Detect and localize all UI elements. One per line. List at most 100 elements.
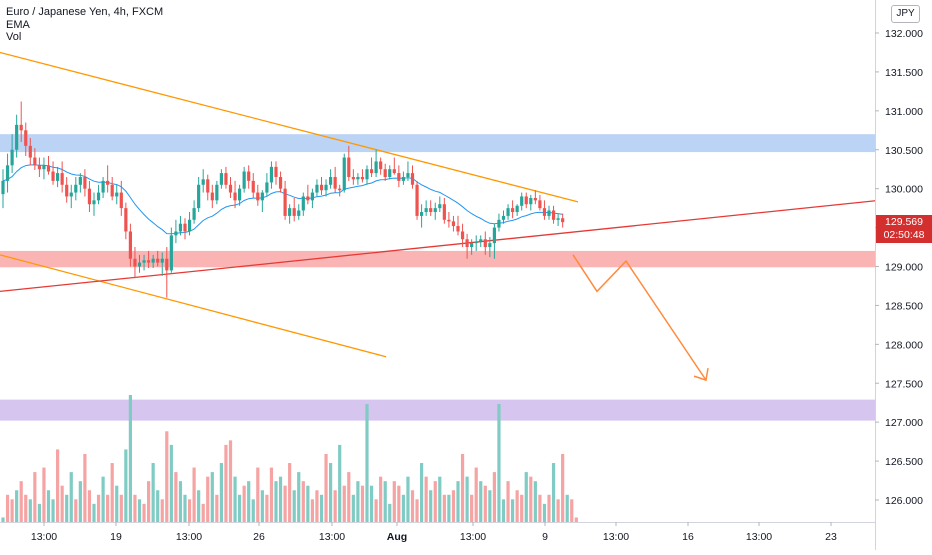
candle-body	[33, 157, 37, 166]
candle-body	[520, 196, 524, 206]
volume-bar	[169, 444, 173, 522]
volume-bar	[488, 490, 492, 522]
volume-bar	[360, 485, 365, 522]
volume-bar	[438, 476, 442, 522]
currency-button[interactable]: JPY	[891, 5, 920, 23]
candle-body	[115, 192, 119, 197]
volume-bar	[460, 453, 465, 522]
volume-bar	[206, 476, 210, 522]
volume-bar	[51, 499, 55, 522]
volume-bar	[215, 494, 219, 522]
volume-bar	[192, 467, 196, 522]
candle-body	[78, 176, 82, 185]
volume-bar	[233, 476, 237, 522]
candle-body	[342, 157, 346, 191]
candle-body	[46, 165, 51, 172]
time-tick-label: 13:00	[746, 531, 772, 543]
volume-bar	[433, 481, 437, 522]
volume-bar	[10, 499, 14, 522]
candle-body	[51, 171, 55, 181]
candle-body	[301, 196, 305, 211]
last-price-tag: 129.569 02:50:48	[876, 215, 932, 243]
candle-body	[147, 260, 151, 263]
candle-body	[215, 184, 219, 201]
volume-bar	[397, 485, 401, 522]
candle-body	[151, 258, 155, 263]
candle-body	[356, 176, 360, 180]
volume-bar	[101, 476, 105, 522]
volume-bar	[5, 494, 10, 522]
candle-body	[319, 184, 324, 191]
volume-bar	[301, 481, 305, 522]
candle-body	[365, 169, 369, 180]
volume-bar	[106, 494, 110, 522]
time-tick-label: 13:00	[31, 531, 57, 543]
volume-bar	[524, 472, 528, 522]
price-tick-label: 127.000	[885, 417, 923, 429]
candle-body	[379, 161, 383, 170]
volume-indicator-label[interactable]: Vol	[6, 31, 22, 43]
candle-body	[224, 173, 228, 185]
candle-body	[465, 239, 469, 248]
volume-bar	[520, 494, 524, 522]
candle-body	[451, 221, 456, 227]
volume-bar	[497, 404, 501, 522]
volume-bar	[128, 395, 132, 522]
volume-bar	[501, 499, 506, 522]
candle-body	[83, 176, 87, 189]
candle-body	[201, 179, 205, 185]
time-tick-label: 13:00	[460, 531, 486, 543]
candle-body	[360, 176, 365, 180]
volume-bar	[388, 503, 392, 522]
candle-body	[401, 176, 405, 181]
candle-body	[260, 192, 264, 201]
volume-bar	[160, 499, 164, 522]
candle-body	[110, 184, 114, 197]
arrow-head-icon	[693, 368, 709, 382]
volume-bar	[33, 472, 37, 522]
candle-body	[10, 149, 14, 166]
ema-indicator-label[interactable]: EMA	[6, 18, 30, 31]
candle-body	[128, 231, 132, 259]
volume-bar	[533, 481, 537, 522]
candle-body	[556, 218, 560, 220]
candle-body	[101, 180, 105, 193]
candle-body	[160, 258, 164, 263]
candle-body	[60, 173, 64, 185]
candle-body	[178, 223, 183, 232]
price-tick-label: 128.000	[885, 339, 923, 351]
candle-body	[219, 173, 223, 185]
volume-bar	[401, 494, 405, 522]
volume-bar	[574, 517, 578, 522]
candle-body	[483, 239, 487, 248]
volume-bar	[483, 485, 487, 522]
volume-bar	[187, 499, 192, 522]
candle-body	[479, 239, 483, 242]
price-tick-label: 130.000	[885, 184, 923, 196]
symbol-title[interactable]: Euro / Japanese Yen, 4h, FXCM	[6, 6, 164, 18]
candle-body	[124, 208, 128, 232]
volume-bar	[565, 494, 569, 522]
volume-bar	[306, 485, 310, 522]
candle-body	[456, 226, 460, 232]
volume-bar	[46, 490, 51, 522]
time-tick-label: 9	[542, 531, 548, 543]
volume-bar	[456, 481, 460, 522]
volume-bar	[319, 494, 324, 522]
volume-bar	[442, 494, 446, 522]
candle-body	[210, 192, 214, 201]
volume-bar	[228, 440, 233, 522]
volume-bar	[561, 453, 565, 522]
volume-bar	[342, 485, 346, 522]
candle-body	[56, 173, 60, 181]
candle-body	[497, 219, 501, 228]
candle-body	[92, 200, 96, 205]
volume-bar	[133, 494, 137, 522]
volume-bar	[292, 490, 296, 522]
volume-bar	[83, 453, 87, 522]
volume-bar	[420, 463, 424, 522]
volume-bar	[260, 490, 264, 522]
volume-bar	[251, 499, 255, 522]
